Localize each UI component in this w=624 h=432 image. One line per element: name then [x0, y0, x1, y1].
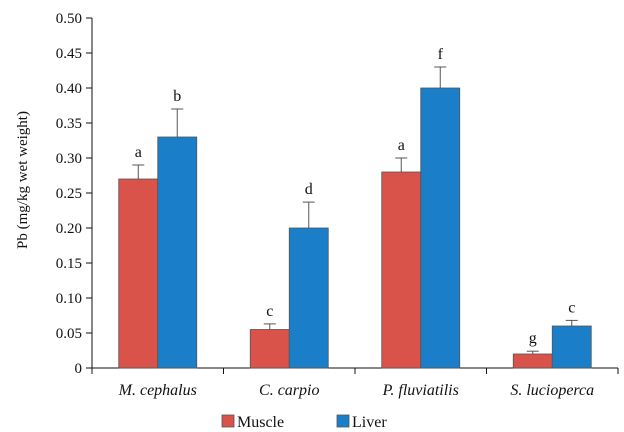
y-tick-label: 0.05 [56, 326, 82, 342]
significance-label: c [266, 303, 273, 320]
x-tick-label: M. cephalus [118, 382, 197, 399]
y-tick-label: 0.45 [56, 46, 82, 62]
bar-muscle [118, 178, 159, 369]
bar-liver [420, 87, 461, 369]
y-tick-label: 0.35 [56, 116, 82, 132]
y-tick-label: 0 [75, 361, 83, 377]
significance-label: c [568, 299, 575, 316]
y-tick-label: 0.20 [56, 221, 82, 237]
legend-swatch-liver [336, 414, 350, 428]
bar-liver [288, 227, 329, 369]
y-tick-label: 0.15 [56, 256, 82, 272]
significance-label: a [398, 137, 405, 154]
y-tick-label: 0.50 [56, 11, 82, 27]
bars: a b c d a f g c [118, 46, 592, 369]
y-tick-label: 0.25 [56, 186, 82, 202]
bar-muscle [249, 329, 290, 369]
significance-label: f [438, 46, 444, 63]
y-tick-label: 0.10 [56, 291, 82, 307]
y-tick-label: 0.30 [56, 151, 82, 167]
significance-label: g [529, 330, 537, 347]
significance-label: d [305, 181, 313, 198]
y-axis-title: Pb (mg/kg wet weight) [15, 111, 31, 249]
y-axis: 0 0.05 0.10 0.15 0.20 0.25 0.30 0.35 0.40 0.45 0.5… [56, 11, 93, 377]
significance-label: b [173, 88, 181, 105]
legend-label-muscle: Muscle [237, 414, 284, 431]
bar-liver [157, 136, 198, 369]
legend-swatch-muscle [221, 414, 235, 428]
x-tick-label: S. lucioperca [510, 382, 594, 399]
bar-muscle [512, 353, 553, 369]
significance-label: a [135, 144, 142, 161]
legend-label-liver: Liver [352, 414, 387, 431]
y-tick-label: 0.40 [56, 81, 82, 97]
legend: Muscle Liver [221, 414, 387, 431]
bar-muscle [381, 171, 422, 369]
x-tick-label: P. fluviatilis [382, 382, 459, 399]
x-tick-label: C. carpio [259, 382, 319, 399]
bar-liver [551, 325, 592, 369]
x-axis: M. cephalus C. carpio P. fluviatilis S. luc… [91, 367, 619, 399]
